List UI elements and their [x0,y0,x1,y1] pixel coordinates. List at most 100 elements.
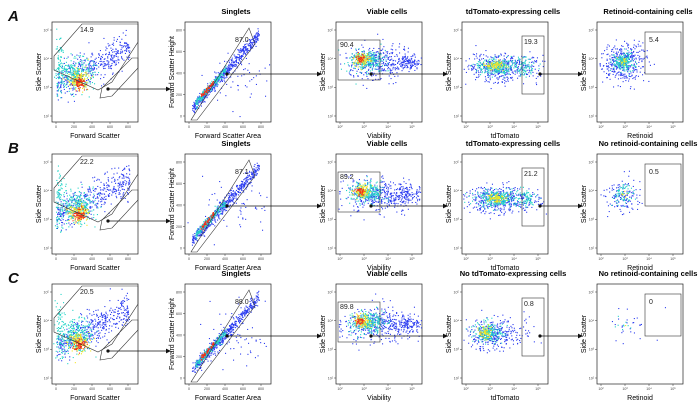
event-dot [210,85,212,87]
event-dot [118,192,120,194]
event-dot [359,59,361,61]
event-dot [57,83,59,85]
event-dot [80,64,82,66]
event-dot [538,68,540,70]
event-dot [497,60,499,62]
event-dot [620,58,622,60]
event-dot [387,62,389,64]
event-dot [126,50,128,52]
event-dot [85,66,87,68]
event-dot [359,61,361,63]
event-dot [214,80,216,82]
event-dot [496,65,498,67]
event-dot [91,75,93,77]
event-dot [200,102,202,104]
data-points [463,45,546,90]
event-dot [641,66,643,68]
event-dot [620,50,622,52]
event-dot [242,55,244,57]
event-dot [243,74,245,76]
event-dot [78,87,80,89]
event-dot [496,63,498,65]
event-dot [237,49,239,51]
event-dot [224,70,226,72]
event-dot [491,62,493,64]
event-dot [485,71,487,73]
event-dot [61,221,63,223]
event-dot [70,190,72,192]
event-dot [363,56,365,58]
event-dot [60,203,62,205]
event-dot [204,93,206,95]
event-dot [507,80,509,82]
event-dot [127,57,129,59]
event-dot [78,61,80,63]
event-dot [256,41,258,43]
event-dot [118,167,120,169]
event-dot [255,36,257,38]
event-dot [622,64,624,66]
event-dot [491,60,493,62]
event-dot [518,63,520,65]
event-dot [57,206,59,208]
event-dot [628,56,630,58]
event-dot [231,57,233,59]
event-dot [365,64,367,66]
event-dot [82,55,84,57]
event-dot [538,65,540,67]
event-dot [107,43,109,45]
event-dot [611,63,613,65]
event-dot [114,189,116,191]
event-dot [517,66,519,68]
event-dot [622,45,624,47]
event-dot [412,64,414,66]
x-axis-label: tdTomato [491,133,520,140]
event-dot [494,81,496,83]
event-dot [504,52,506,54]
event-dot [212,83,214,85]
event-dot [58,213,60,215]
event-dot [517,70,519,72]
event-dot [213,86,215,88]
event-dot [390,64,392,66]
event-dot [470,65,472,67]
event-dot [81,83,83,85]
event-dot [611,54,613,56]
event-dot [77,78,79,80]
event-dot [65,229,67,231]
event-dot [372,60,374,62]
event-dot [627,43,629,45]
event-dot [92,209,94,211]
event-dot [85,85,87,87]
event-dot [199,99,201,101]
event-dot [215,81,217,83]
event-dot [386,64,388,66]
event-dot [248,50,250,52]
event-dot [357,61,359,63]
event-dot [641,49,643,51]
event-dot [84,212,86,214]
event-dot [382,48,384,50]
event-dot [110,66,112,68]
event-dot [357,62,359,64]
event-dot [213,81,215,83]
event-dot [493,82,495,84]
event-dot [632,71,634,73]
event-dot [123,189,125,191]
event-dot [489,64,491,66]
event-dot [618,56,620,58]
event-dot [495,57,497,59]
event-dot [375,61,377,63]
event-dot [402,64,404,66]
event-dot [256,32,258,34]
event-dot [613,71,615,73]
event-dot [255,75,257,77]
event-dot [76,85,78,87]
event-dot [635,45,637,47]
event-dot [621,57,623,59]
event-dot [380,66,382,68]
event-dot [530,70,532,72]
event-dot [409,60,411,62]
event-dot [117,50,119,52]
event-dot [235,60,237,62]
